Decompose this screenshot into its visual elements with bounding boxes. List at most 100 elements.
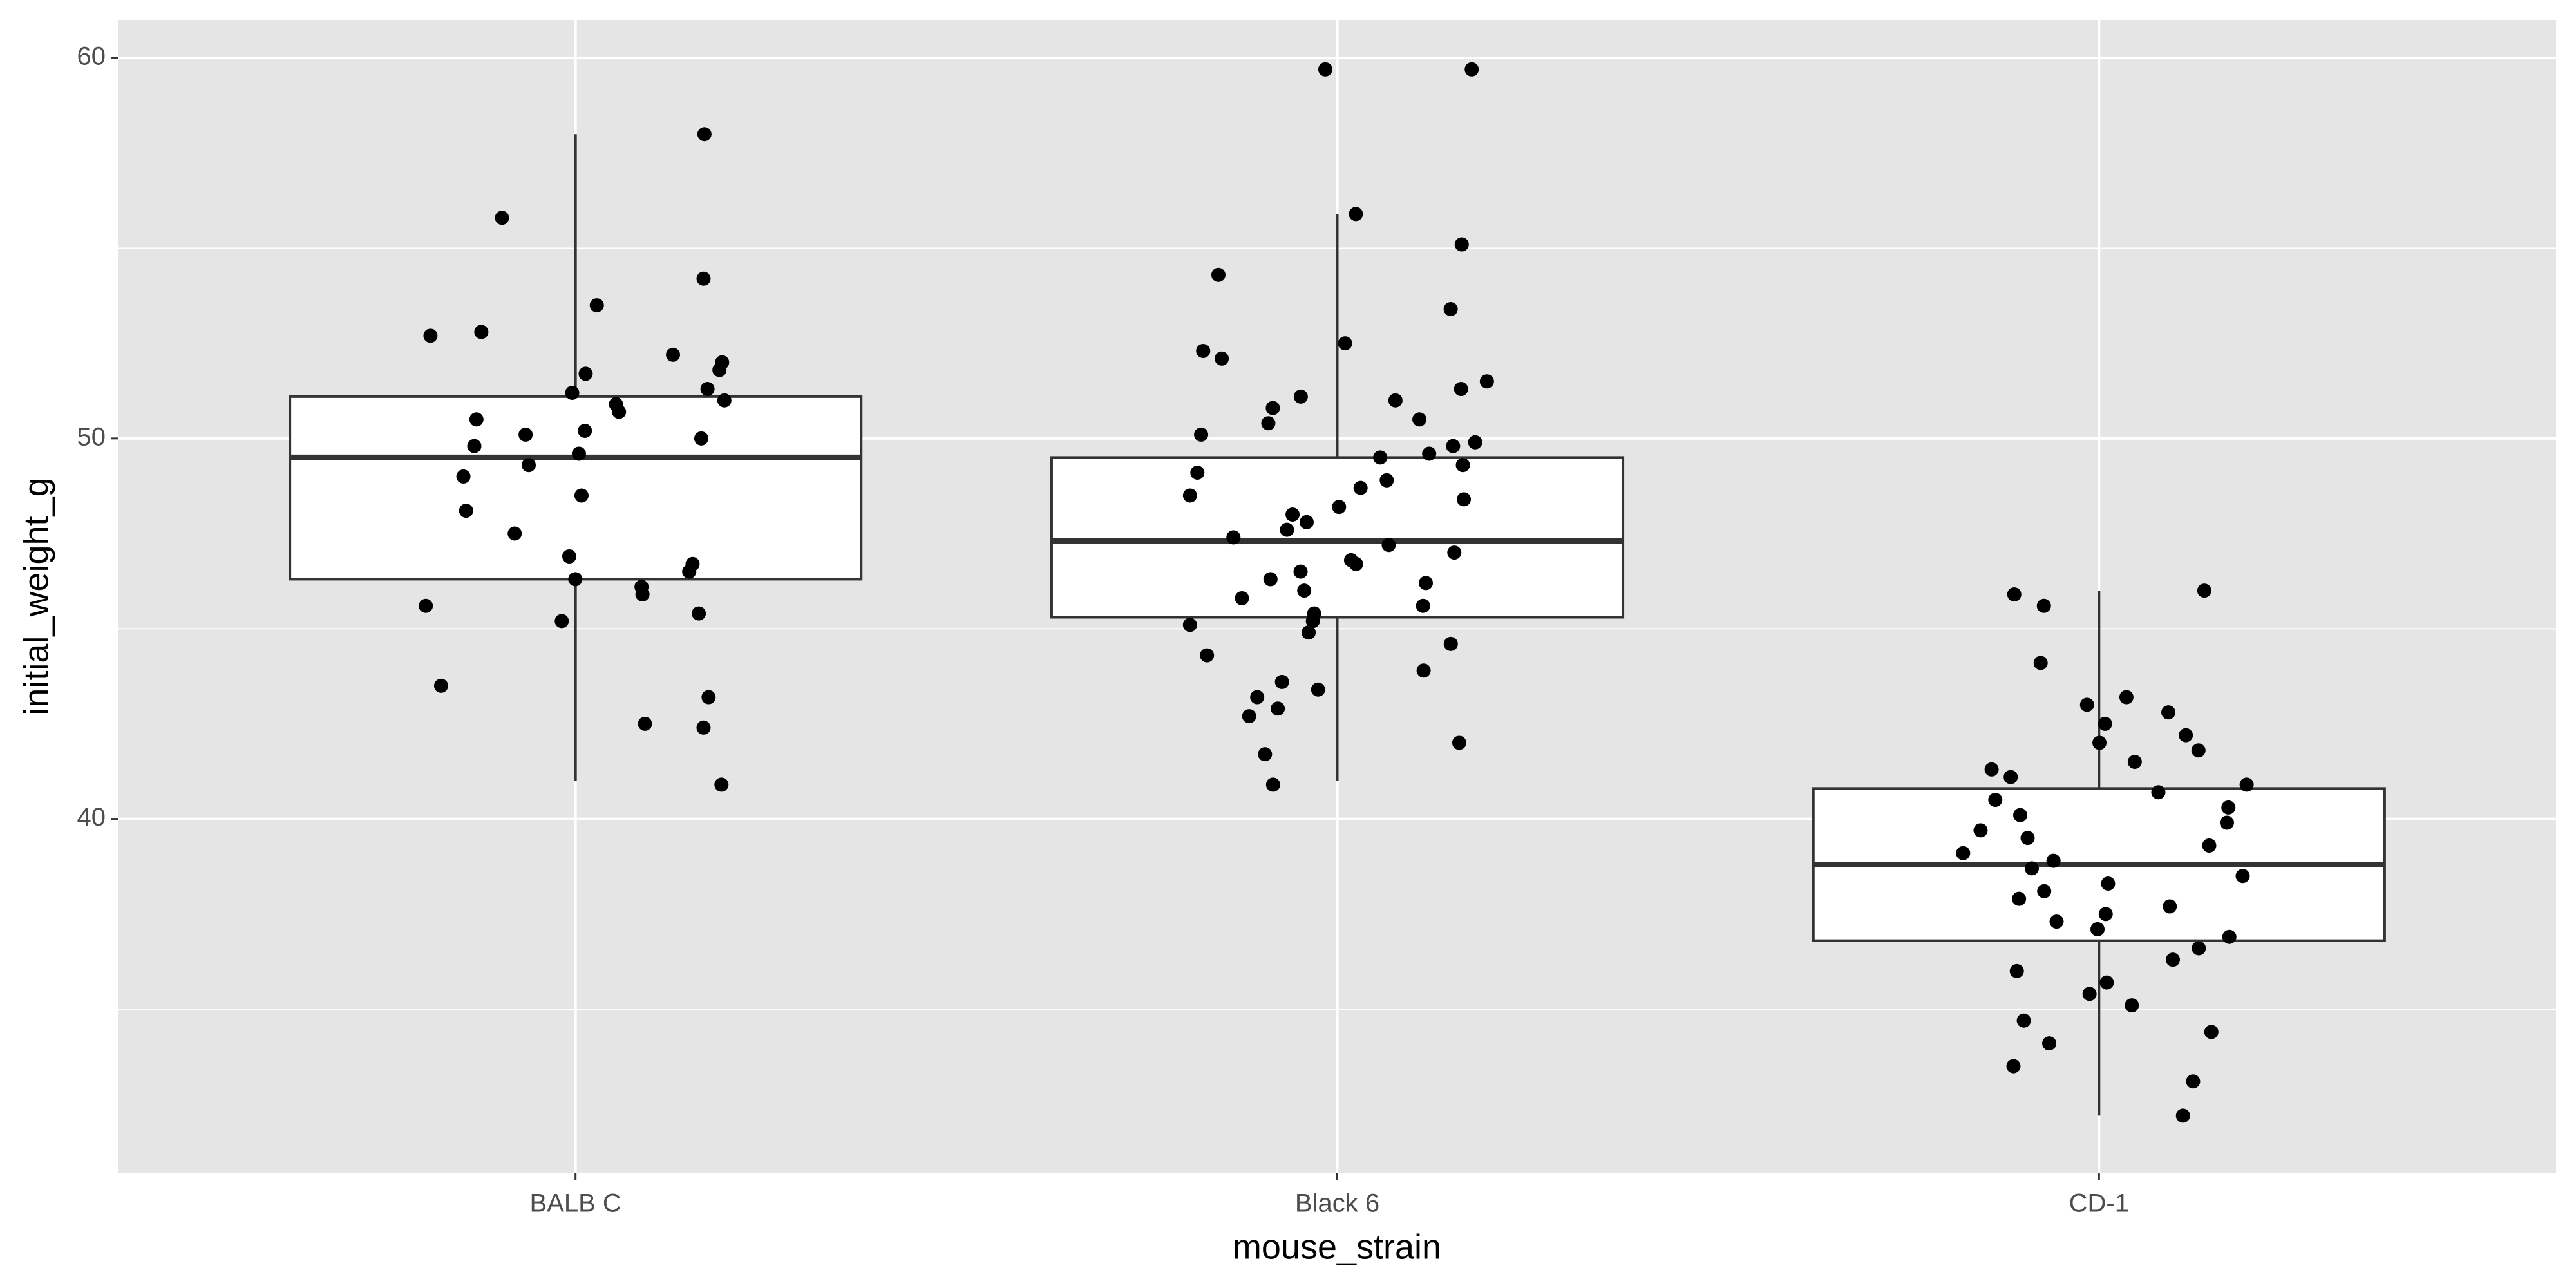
- data-point: [1379, 473, 1394, 488]
- data-point: [554, 614, 569, 629]
- data-point: [469, 412, 484, 427]
- data-point: [2079, 697, 2094, 712]
- y-tick-label: 40: [77, 803, 106, 831]
- data-point: [521, 458, 536, 473]
- data-point: [1422, 446, 1437, 461]
- data-point: [1263, 572, 1278, 587]
- data-point: [2013, 808, 2028, 822]
- data-point: [701, 690, 716, 705]
- data-point: [459, 504, 473, 518]
- data-point: [682, 564, 697, 579]
- data-point: [1443, 636, 1458, 651]
- data-point: [1416, 663, 1431, 678]
- data-point: [2161, 705, 2176, 720]
- x-tick-label: BALB C: [530, 1189, 621, 1218]
- data-point: [2197, 583, 2211, 598]
- data-point: [2099, 975, 2114, 990]
- data-point: [2221, 800, 2236, 815]
- data-point: [474, 325, 489, 339]
- data-point: [1416, 598, 1430, 613]
- data-point: [2101, 876, 2116, 891]
- data-point: [2127, 754, 2142, 769]
- data-point: [1454, 237, 1469, 252]
- data-point: [2033, 656, 2048, 670]
- data-point: [1457, 492, 1472, 507]
- data-point: [433, 678, 448, 693]
- data-point: [666, 347, 681, 362]
- data-point: [1412, 412, 1427, 427]
- data-point: [612, 404, 627, 419]
- data-point: [2046, 853, 2061, 868]
- data-point: [2119, 690, 2134, 705]
- x-axis-title: mouse_strain: [1233, 1227, 1441, 1266]
- data-point: [692, 606, 706, 621]
- data-point: [1182, 488, 1197, 503]
- data-point: [1299, 515, 1314, 529]
- data-point: [712, 363, 727, 377]
- data-point: [1265, 777, 1280, 792]
- data-point: [2020, 831, 2035, 846]
- data-point: [1250, 690, 1265, 705]
- data-point: [1338, 336, 1352, 351]
- data-point: [2192, 941, 2206, 956]
- data-point: [1211, 267, 1226, 282]
- data-point: [2151, 785, 2166, 800]
- data-point: [1261, 416, 1276, 431]
- data-point: [2222, 929, 2237, 944]
- data-point: [635, 587, 650, 602]
- data-point: [1332, 500, 1347, 515]
- data-point: [578, 366, 593, 381]
- data-point: [2163, 899, 2177, 914]
- data-point: [1235, 591, 1249, 605]
- data-point: [1293, 389, 1308, 404]
- y-tick-label: 60: [77, 43, 106, 71]
- data-point: [2082, 987, 2097, 1001]
- data-point: [1242, 709, 1256, 724]
- data-point: [2009, 963, 2024, 978]
- data-point: [1443, 301, 1458, 316]
- data-point: [495, 211, 509, 225]
- data-point: [1305, 614, 1320, 629]
- data-point: [1293, 564, 1308, 579]
- data-point: [2175, 1108, 2190, 1123]
- data-point: [717, 393, 732, 408]
- data-point: [1447, 545, 1462, 560]
- data-point: [1353, 480, 1368, 495]
- data-point: [1215, 351, 1229, 366]
- data-point: [1280, 522, 1294, 537]
- data-point: [1446, 439, 1461, 453]
- data-point: [1302, 625, 1316, 640]
- data-point: [2219, 815, 2234, 830]
- data-point: [589, 298, 604, 313]
- data-point: [2166, 952, 2181, 967]
- data-point: [1226, 530, 1241, 545]
- data-point: [1381, 538, 1396, 553]
- data-point: [2037, 884, 2052, 898]
- data-point: [638, 716, 652, 731]
- data-point: [574, 488, 589, 503]
- data-point: [568, 572, 583, 587]
- data-point: [2098, 907, 2113, 922]
- data-point: [1984, 762, 1999, 777]
- data-point: [2003, 770, 2018, 784]
- data-point: [1182, 618, 1197, 632]
- data-point: [696, 720, 711, 735]
- y-tick-label: 50: [77, 422, 106, 451]
- data-point: [1318, 62, 1332, 77]
- data-point: [2049, 914, 2064, 929]
- data-point: [2007, 587, 2022, 602]
- data-point: [507, 526, 522, 541]
- data-point: [697, 127, 712, 142]
- data-point: [1194, 427, 1209, 442]
- data-point: [1349, 207, 1363, 222]
- data-point: [1455, 458, 1470, 473]
- x-tick-label: CD-1: [2069, 1189, 2129, 1218]
- data-point: [1271, 701, 1285, 716]
- data-point: [1479, 374, 1494, 389]
- data-point: [2204, 1025, 2219, 1039]
- data-point: [1973, 823, 1988, 838]
- data-point: [2090, 922, 2105, 936]
- data-point: [2202, 838, 2217, 853]
- data-point: [1311, 682, 1325, 697]
